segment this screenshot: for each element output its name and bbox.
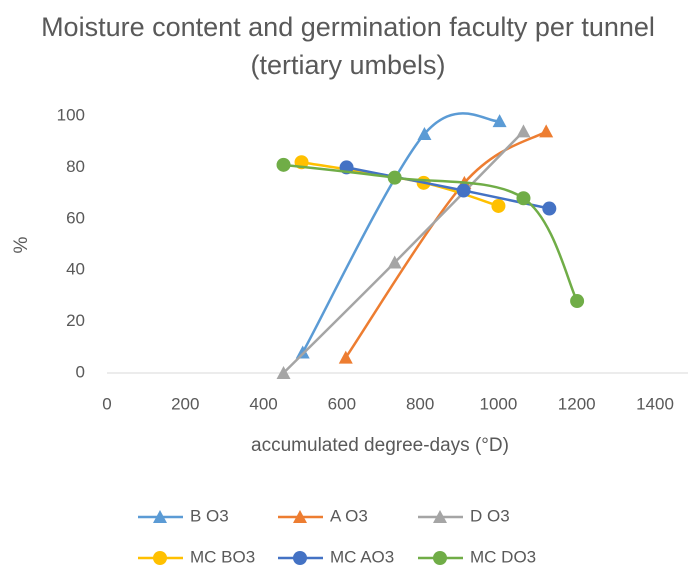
data-point bbox=[491, 198, 506, 213]
legend-label: MC DO3 bbox=[470, 547, 536, 566]
legend-marker bbox=[153, 551, 167, 565]
x-tick-label: 1400 bbox=[636, 394, 674, 413]
y-tick-label: 40 bbox=[66, 260, 85, 279]
data-point bbox=[492, 114, 507, 128]
data-point bbox=[387, 255, 402, 269]
y-tick-label: 100 bbox=[57, 105, 85, 124]
y-tick-label: 80 bbox=[66, 157, 85, 176]
data-point bbox=[338, 350, 353, 364]
data-point bbox=[276, 157, 291, 172]
legend-label: MC BO3 bbox=[190, 547, 255, 566]
data-point bbox=[387, 170, 402, 185]
legend-marker bbox=[293, 510, 307, 523]
legend-marker bbox=[433, 551, 447, 565]
legend-label: A O3 bbox=[330, 506, 368, 525]
legend-marker bbox=[433, 510, 447, 523]
data-point bbox=[539, 124, 554, 138]
x-tick-label: 1000 bbox=[480, 394, 518, 413]
x-tick-label: 800 bbox=[406, 394, 434, 413]
legend-marker bbox=[293, 551, 307, 565]
legend-label: D O3 bbox=[470, 506, 510, 525]
chart-title: Moisture content and germination faculty… bbox=[41, 12, 655, 80]
data-point bbox=[295, 345, 310, 359]
data-point bbox=[456, 183, 471, 198]
y-tick-label: 0 bbox=[76, 362, 85, 381]
data-point bbox=[516, 191, 531, 206]
x-tick-label: 0 bbox=[102, 394, 111, 413]
legend-label: B O3 bbox=[190, 506, 229, 525]
data-point bbox=[542, 201, 557, 216]
series-line bbox=[301, 112, 500, 354]
x-tick-label: 200 bbox=[171, 394, 199, 413]
x-tick-label: 400 bbox=[249, 394, 277, 413]
data-point bbox=[276, 366, 291, 379]
y-tick-label: 60 bbox=[66, 208, 85, 227]
data-point bbox=[417, 126, 432, 140]
series-line bbox=[283, 163, 579, 302]
data-point bbox=[516, 124, 531, 138]
legend-marker bbox=[153, 510, 167, 523]
x-tick-label: 600 bbox=[328, 394, 356, 413]
x-tick-label: 1200 bbox=[558, 394, 596, 413]
y-tick-label: 20 bbox=[66, 311, 85, 330]
y-axis-label: % bbox=[11, 236, 32, 253]
series-line bbox=[344, 130, 547, 359]
x-axis-label: accumulated degree-days (°D) bbox=[251, 435, 509, 456]
data-point bbox=[570, 294, 585, 309]
legend-label: MC AO3 bbox=[330, 547, 394, 566]
